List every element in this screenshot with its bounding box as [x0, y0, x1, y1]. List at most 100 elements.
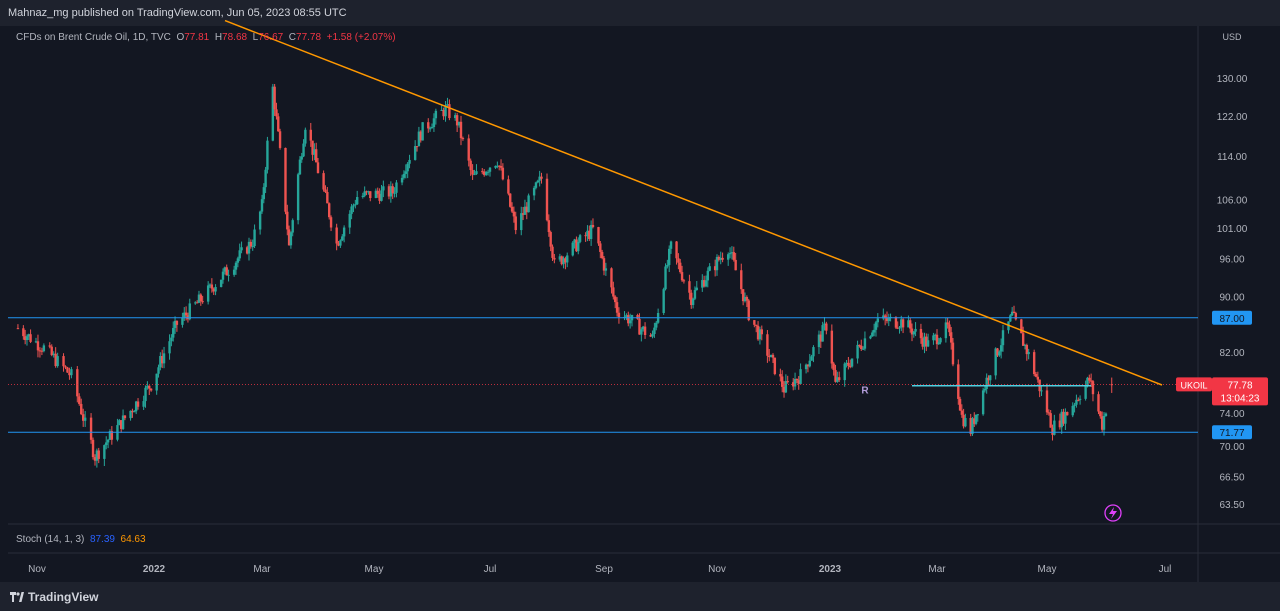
candle-body: [181, 317, 184, 325]
candle-body: [1091, 381, 1095, 395]
candle-body: [558, 256, 562, 260]
candle-body: [589, 224, 593, 239]
candle-body: [300, 156, 303, 160]
candle-body: [534, 182, 538, 188]
candle-body: [784, 381, 788, 393]
candle-body: [971, 418, 974, 434]
candle-body: [219, 279, 223, 287]
candle-body: [496, 165, 499, 167]
candle-body: [987, 377, 990, 381]
tradingview-logo[interactable]: TradingView: [10, 590, 98, 604]
candle-body: [521, 213, 525, 215]
candle-body: [286, 211, 289, 230]
candle-body: [48, 345, 51, 347]
candle-body: [562, 258, 565, 265]
candle-body: [378, 193, 381, 201]
time-axis[interactable]: Nov 2022 Mar May Jul Sep Nov 2023 Mar May Jul: [28, 564, 1171, 575]
candle-body: [1047, 412, 1051, 414]
price-axis[interactable]: USD 130.00 122.00 114.00 106.00 101.00 96.00 90…: [1217, 32, 1248, 511]
candle-body: [509, 193, 512, 207]
stoch-legend[interactable]: Stoch (14, 1, 3) 87.39 64.63: [16, 534, 146, 545]
candle-body: [679, 262, 682, 273]
candle-body: [1032, 352, 1036, 375]
candle-body: [186, 315, 190, 320]
candle-body: [769, 354, 773, 358]
candle-body: [1049, 413, 1052, 428]
candle-body: [960, 410, 964, 415]
candle-body: [786, 381, 789, 383]
candle-body: [510, 206, 514, 212]
candle-body: [1009, 315, 1012, 322]
candle-body: [245, 247, 249, 254]
candle-body: [54, 353, 57, 367]
candle-body: [981, 390, 985, 415]
candle-body: [95, 450, 99, 461]
candle-body: [571, 242, 574, 256]
candle-body: [821, 325, 824, 342]
candle-body: [651, 333, 654, 337]
candle-body: [812, 347, 815, 357]
candle-body: [753, 320, 756, 325]
candle-body: [817, 334, 821, 348]
candle-body: [837, 377, 841, 381]
candle-body: [564, 258, 567, 263]
publisher-text: Mahnaz_mg published on TradingView.com, …: [8, 7, 347, 19]
candle-body: [440, 109, 443, 111]
candle-body: [553, 257, 556, 260]
x-tick-label: May: [1038, 564, 1057, 575]
candle-body: [989, 375, 992, 381]
stoch-label: Stoch (14, 1, 3): [16, 534, 85, 545]
candle-body: [16, 328, 20, 330]
candle-body: [309, 129, 312, 141]
candle-body: [374, 190, 378, 199]
candle-body: [577, 241, 580, 252]
change-value: +1.58 (+2.07%): [326, 32, 396, 43]
lightning-icon[interactable]: [1104, 504, 1122, 522]
candle-body: [768, 355, 771, 358]
candle-body: [1066, 411, 1069, 416]
candle-body: [939, 338, 942, 343]
candle-body: [469, 160, 472, 171]
candle-body: [475, 171, 478, 175]
candle-body: [184, 312, 188, 316]
candle-body: [302, 143, 305, 157]
candle-body: [103, 445, 106, 459]
candle-body: [934, 334, 937, 336]
y-tick-label: 106.00: [1217, 195, 1248, 206]
candle-body: [159, 356, 162, 368]
candle-body: [284, 147, 287, 212]
candle-body: [38, 350, 42, 352]
candle-body: [1034, 374, 1038, 377]
candle-body: [628, 320, 632, 324]
candle-body: [958, 398, 962, 411]
candle-body: [356, 197, 359, 205]
candle-body: [430, 127, 434, 129]
candle-body: [575, 239, 578, 252]
candle-body: [898, 327, 901, 329]
candle-body: [871, 332, 874, 337]
candle-body: [935, 334, 939, 345]
candle-body: [1102, 415, 1106, 430]
candle-body: [949, 332, 953, 343]
low-label: L: [252, 32, 259, 43]
candle-body: [1075, 399, 1078, 405]
candle-body: [273, 86, 276, 110]
x-tick-label: Nov: [28, 564, 46, 575]
candle-body: [335, 227, 338, 244]
candle-body: [545, 178, 549, 221]
x-tick-label: Jul: [1159, 564, 1172, 575]
x-tick-label: Nov: [708, 564, 726, 575]
candle-body: [160, 356, 164, 364]
candle-body: [421, 122, 424, 141]
y-tick-label: 130.00: [1217, 74, 1248, 85]
candle-body: [734, 259, 737, 271]
candle-body: [708, 266, 711, 271]
candle-body: [858, 344, 861, 346]
candle-body: [455, 115, 459, 126]
candle-body: [925, 336, 928, 347]
candle-body: [42, 345, 46, 352]
candle-body: [662, 289, 665, 314]
candle-body: [872, 329, 876, 333]
lightning-icon-ring: [1104, 504, 1122, 522]
